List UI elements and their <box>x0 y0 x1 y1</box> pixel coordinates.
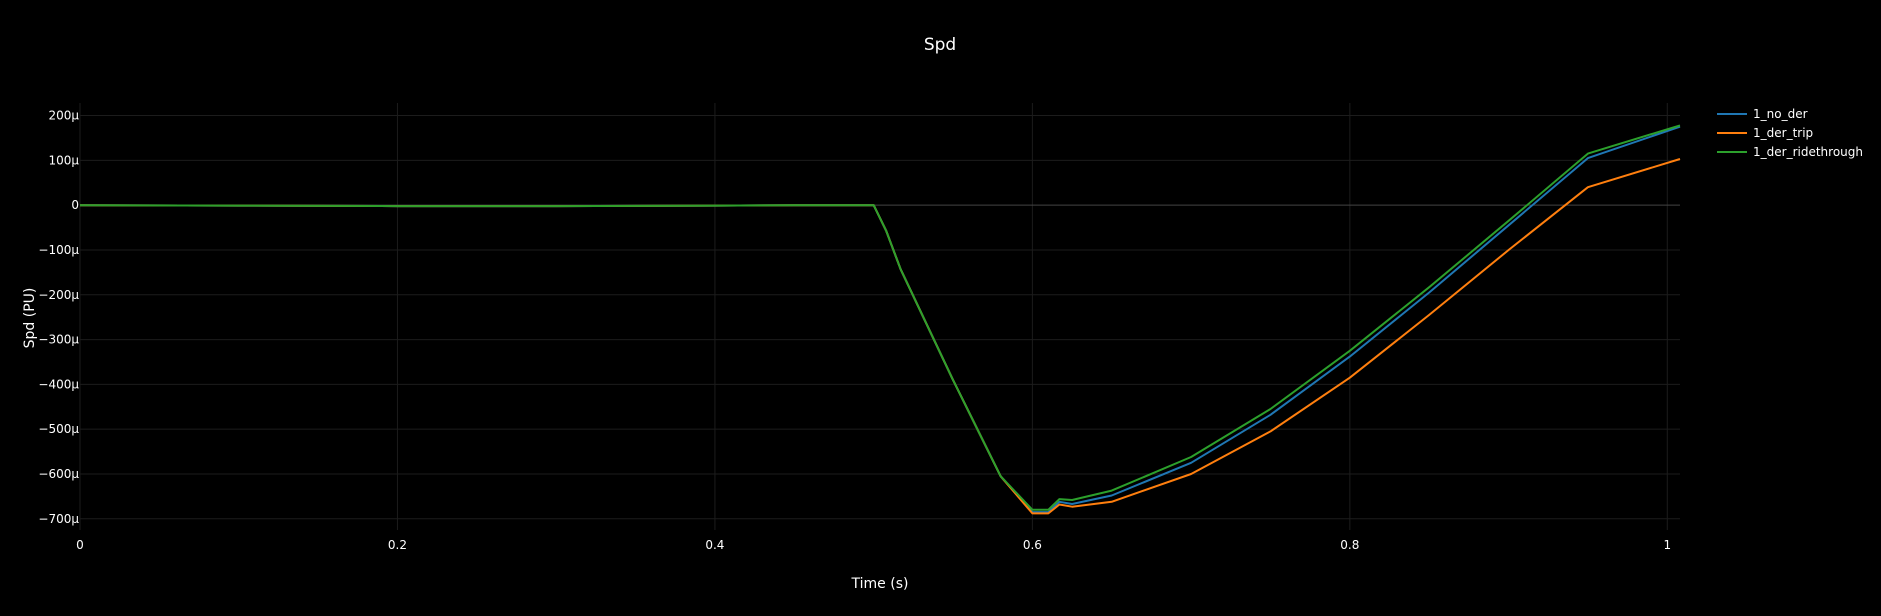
y-tick-label: −700µ <box>38 512 79 526</box>
x-tick-label: 0.8 <box>1340 538 1359 552</box>
legend-label: 1_der_ridethrough <box>1753 145 1863 159</box>
y-tick-label: −600µ <box>38 467 79 481</box>
y-axis-title: Spd (PU) <box>22 288 38 349</box>
x-axis-ticks: 0 0.2 0.4 0.6 0.8 1 <box>76 538 1671 552</box>
x-tick-label: 1 <box>1663 538 1671 552</box>
y-tick-label: 100µ <box>48 153 79 167</box>
x-tick-label: 0.6 <box>1023 538 1042 552</box>
series-layer <box>79 124 1681 515</box>
legend-label: 1_der_trip <box>1753 126 1813 140</box>
y-tick-label: 0 <box>71 198 79 212</box>
y-axis-ticks: 200µ 100µ 0 −100µ −200µ −300µ −400µ −500µ −600µ −… <box>38 109 79 526</box>
series-line-1_der_ridethrough <box>79 124 1681 511</box>
y-tick-label: 200µ <box>48 109 79 123</box>
y-tick-label: −500µ <box>38 422 79 436</box>
y-tick-label: −200µ <box>38 288 79 302</box>
x-axis-title: Time (s) <box>851 576 909 592</box>
y-tick-label: −300µ <box>38 333 79 347</box>
grid-lines <box>79 103 1680 530</box>
x-tick-label: 0.4 <box>705 538 724 552</box>
legend-label: 1_no_der <box>1753 107 1808 121</box>
y-tick-label: −400µ <box>38 377 79 391</box>
chart-title: Spd <box>924 35 956 55</box>
y-tick-label: −100µ <box>38 243 79 257</box>
legend: 1_no_der 1_der_trip 1_der_ridethrough <box>1717 107 1863 159</box>
x-tick-label: 0 <box>76 538 84 552</box>
x-tick-label: 0.2 <box>388 538 407 552</box>
